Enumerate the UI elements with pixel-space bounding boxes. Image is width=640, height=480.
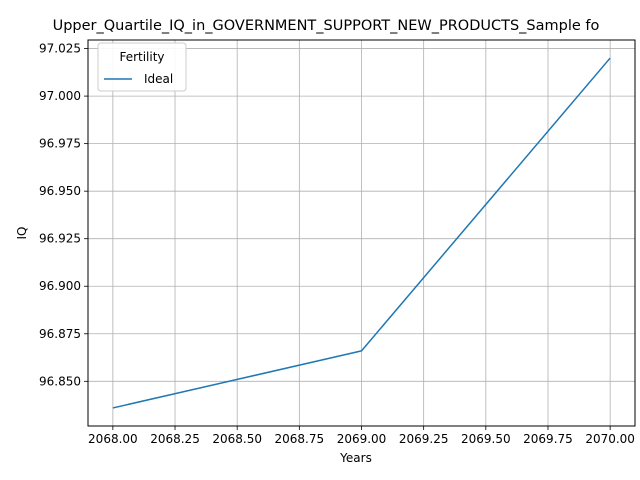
y-tick-label: 96.850 [39,374,81,388]
x-axis-label: Years [339,451,372,465]
x-tick-label: 2068.75 [275,432,325,446]
y-tick-label: 96.975 [39,137,81,151]
y-tick-label: 96.875 [39,327,81,341]
x-tick-label: 2068.50 [212,432,262,446]
x-tick-label: 2069.75 [523,432,573,446]
x-tick-label: 2070.00 [585,432,635,446]
x-tick-label: 2069.50 [461,432,511,446]
x-tick-label: 2069.25 [399,432,449,446]
legend-title: Fertility [119,50,164,64]
y-axis-label: IQ [15,227,29,240]
y-tick-label: 96.950 [39,184,81,198]
y-tick-label: 96.925 [39,232,81,246]
y-tick-label: 96.900 [39,279,81,293]
x-tick-label: 2068.00 [88,432,138,446]
legend-label-ideal: Ideal [144,72,173,86]
y-tick-label: 97.000 [39,89,81,103]
y-tick-label: 97.025 [39,42,81,56]
chart-title: Upper_Quartile_IQ_in_GOVERNMENT_SUPPORT_… [53,18,600,34]
x-tick-label: 2068.25 [150,432,200,446]
legend: Fertility Ideal [98,43,186,91]
x-tick-label: 2069.00 [337,432,387,446]
